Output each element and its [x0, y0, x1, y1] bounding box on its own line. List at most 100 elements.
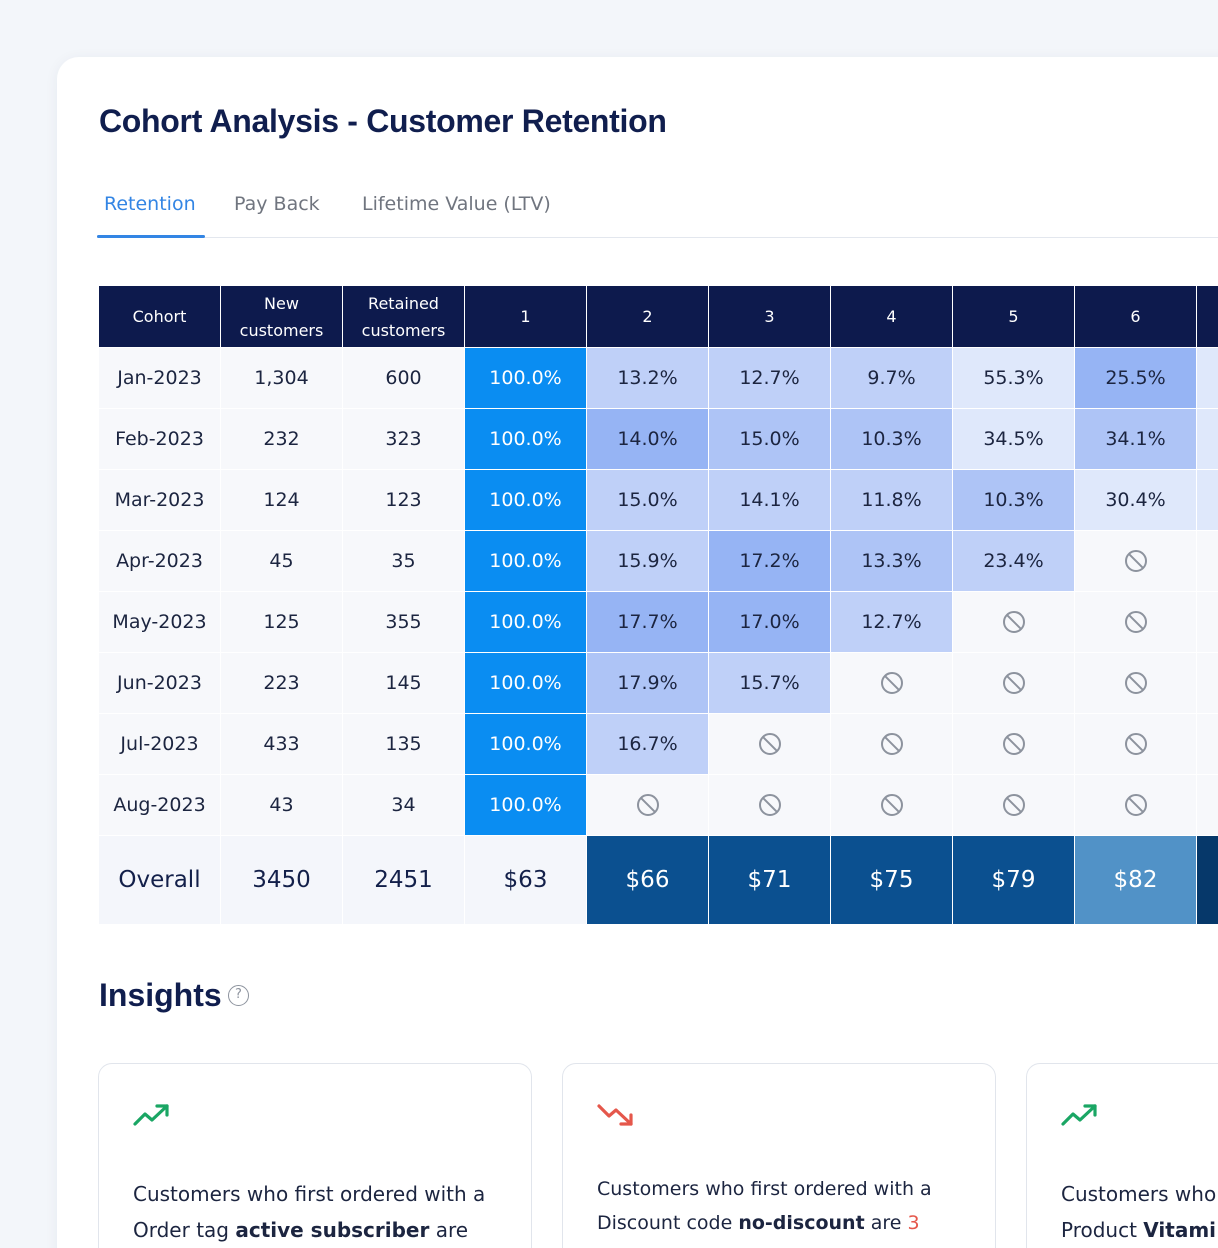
overall-value-cell: $75 — [830, 835, 953, 925]
empty-cell — [1074, 713, 1197, 775]
retention-cell: 17.0% — [708, 591, 831, 653]
header-cohort: Cohort — [98, 285, 221, 348]
tab-lifetime-value[interactable]: Lifetime Value (LTV) — [362, 193, 551, 215]
retention-cell-cutoff — [1196, 774, 1218, 836]
retained-customers-cell: 34 — [342, 774, 465, 836]
cohort-label-cell: Feb-2023 — [98, 408, 221, 470]
retention-cell-cutoff — [1196, 713, 1218, 775]
overall-value-cell: $66 — [586, 835, 709, 925]
cohort-label-cell: Jul-2023 — [98, 713, 221, 775]
new-customers-cell: 43 — [220, 774, 343, 836]
not-available-icon — [1002, 611, 1025, 634]
not-available-icon — [1124, 611, 1147, 634]
insight-line2-prefix: Discount code — [597, 1212, 739, 1234]
trend-up-icon — [1061, 1104, 1097, 1126]
insight-line2-suffix: are — [429, 1218, 469, 1242]
cohort-label-cell: May-2023 — [98, 591, 221, 653]
retention-cell: 100.0% — [464, 591, 587, 653]
header-retained-customers: Retained customers — [342, 285, 465, 348]
retention-cell: 23.4% — [952, 530, 1075, 592]
overall-value-cell: $63 — [464, 835, 587, 925]
not-available-icon — [1124, 794, 1147, 817]
header-new-line1: New — [264, 293, 299, 313]
retention-cell: 34.5% — [952, 408, 1075, 470]
overall-value-cutoff — [1196, 835, 1218, 925]
retention-cell: 10.3% — [952, 469, 1075, 531]
retention-cell: 100.0% — [464, 347, 587, 409]
header-retained-line1: Retained — [368, 293, 439, 313]
not-available-icon — [1002, 672, 1025, 695]
retention-cell: 13.2% — [586, 347, 709, 409]
tab-retention[interactable]: Retention — [104, 193, 196, 215]
new-customers-cell: 232 — [220, 408, 343, 470]
new-customers-cell: 124 — [220, 469, 343, 531]
empty-cell — [830, 652, 953, 714]
retention-cell: 30.4% — [1074, 469, 1197, 531]
empty-cell — [1074, 652, 1197, 714]
tab-pay-back[interactable]: Pay Back — [234, 193, 320, 215]
empty-cell — [952, 713, 1075, 775]
insight-line2-prefix: Order tag — [133, 1218, 236, 1242]
retention-cell: 16.7% — [586, 713, 709, 775]
header-period-4: 4 — [830, 285, 953, 348]
insight-card[interactable]: Customers who Product Vitami — [1026, 1063, 1218, 1248]
table-row: Feb-2023 232 323 100.0% 14.0% 15.0% 10.3% 34.5%… — [98, 408, 1218, 470]
header-period-6: 6 — [1074, 285, 1197, 348]
retained-customers-cell: 123 — [342, 469, 465, 531]
insight-line1: Customers who — [1061, 1182, 1217, 1206]
overall-label: Overall — [98, 835, 221, 925]
retention-cell: 10.3% — [830, 408, 953, 470]
insight-line2-prefix: Product — [1061, 1218, 1144, 1242]
not-available-icon — [1124, 550, 1147, 573]
new-customers-cell: 433 — [220, 713, 343, 775]
overall-new-customers: 3450 — [220, 835, 343, 925]
not-available-icon — [758, 794, 781, 817]
header-retained-line2: customers — [361, 320, 446, 340]
empty-cell — [708, 774, 831, 836]
active-tab-indicator — [97, 235, 205, 238]
help-icon[interactable]: ? — [228, 985, 249, 1006]
header-period-3: 3 — [708, 285, 831, 348]
empty-cell — [1074, 774, 1197, 836]
new-customers-cell: 45 — [220, 530, 343, 592]
retention-cell: 12.7% — [830, 591, 953, 653]
insight-card[interactable]: Customers who first ordered with a Order… — [98, 1063, 532, 1248]
header-period-5: 5 — [952, 285, 1075, 348]
insight-line1: Customers who first ordered with a — [133, 1182, 486, 1206]
retained-customers-cell: 323 — [342, 408, 465, 470]
retained-customers-cell: 35 — [342, 530, 465, 592]
not-available-icon — [1124, 672, 1147, 695]
retention-cell: 100.0% — [464, 713, 587, 775]
cohort-table: Cohort New customers Retained customers … — [98, 285, 1218, 925]
retention-cell: 15.0% — [586, 469, 709, 531]
not-available-icon — [880, 733, 903, 756]
insight-number: 3 — [907, 1212, 920, 1234]
retention-cell: 12.7% — [708, 347, 831, 409]
retention-cell: 25.5% — [1074, 347, 1197, 409]
insight-highlight: active subscriber — [235, 1218, 430, 1242]
cohort-card: Cohort Analysis - Customer Retention Ret… — [57, 57, 1218, 1248]
empty-cell — [830, 713, 953, 775]
retention-cell: 15.7% — [708, 652, 831, 714]
empty-cell — [952, 652, 1075, 714]
retention-cell: 100.0% — [464, 652, 587, 714]
insight-card[interactable]: Customers who first ordered with a Disco… — [562, 1063, 996, 1248]
overall-row: Overall 3450 2451 $63 $66 $71 $75 $79 $82 — [98, 835, 1218, 925]
retention-cell-cutoff — [1196, 652, 1218, 714]
empty-cell — [1074, 530, 1197, 592]
retained-customers-cell: 600 — [342, 347, 465, 409]
header-new-line2: customers — [239, 320, 324, 340]
not-available-icon — [1002, 794, 1025, 817]
new-customers-cell: 1,304 — [220, 347, 343, 409]
not-available-icon — [1124, 733, 1147, 756]
table-header-row: Cohort New customers Retained customers … — [98, 285, 1218, 348]
cohort-label-cell: Jun-2023 — [98, 652, 221, 714]
header-period-2: 2 — [586, 285, 709, 348]
retention-cell: 17.9% — [586, 652, 709, 714]
retention-cell: 100.0% — [464, 408, 587, 470]
cohort-label-cell: Mar-2023 — [98, 469, 221, 531]
retention-cell: 15.9% — [586, 530, 709, 592]
overall-value-cell: $71 — [708, 835, 831, 925]
retention-cell-cutoff — [1196, 530, 1218, 592]
table-row: May-2023 125 355 100.0% 17.7% 17.0% 12.7% — [98, 591, 1218, 653]
